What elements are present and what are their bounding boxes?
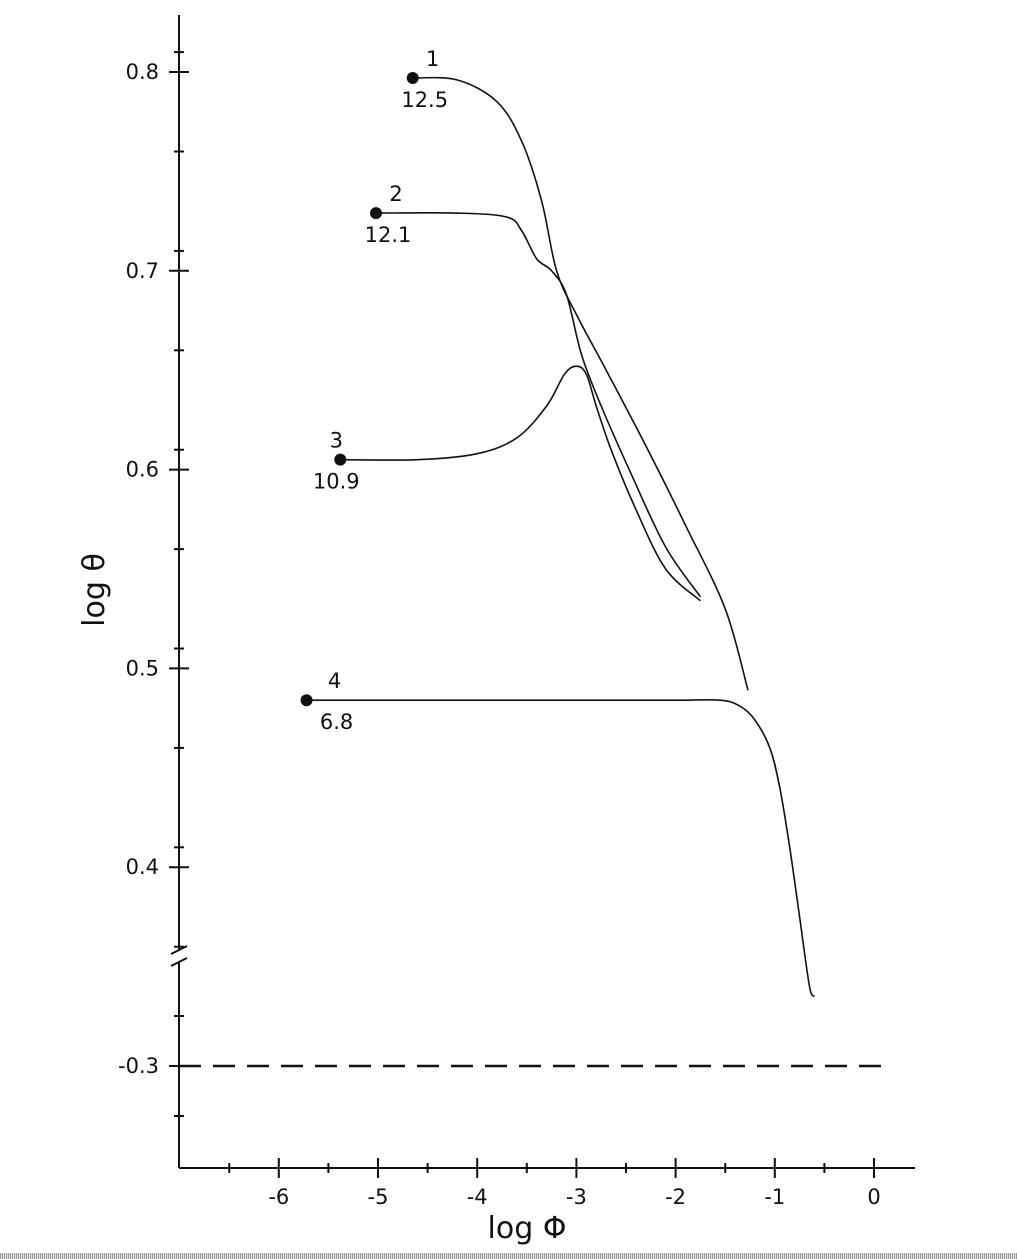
x-tick-label: -2: [665, 1185, 686, 1209]
y-tick-label: 0.8: [126, 60, 159, 84]
series-line: [412, 76, 749, 691]
series-2: 212.1: [365, 182, 702, 598]
series-1: 112.5: [401, 47, 749, 691]
y-axis-title: log θ: [77, 553, 112, 627]
axis-break-mark-bottom: [170, 957, 188, 967]
y-tick-label: 0.7: [126, 259, 159, 283]
series-start-marker: [300, 694, 313, 707]
series-number-label: 3: [330, 429, 343, 453]
y-tick-label: 0.5: [126, 656, 159, 680]
series-line: [340, 365, 701, 602]
y-tick-label: -0.3: [118, 1054, 159, 1078]
y-tick-label: 0.4: [126, 855, 159, 879]
series-line: [306, 698, 816, 997]
x-tick-label: -6: [268, 1185, 289, 1209]
series-3: 310.9: [313, 365, 701, 602]
series-start-marker: [334, 453, 347, 466]
series-start-marker: [370, 207, 383, 220]
series-value-label: 6.8: [320, 710, 353, 734]
x-tick-label: -5: [368, 1185, 389, 1209]
x-tick-label: -1: [764, 1185, 785, 1209]
x-tick-label: 0: [867, 1185, 880, 1209]
axis-break-mark-top: [170, 945, 188, 955]
series-number-label: 2: [389, 182, 402, 206]
y-tick-label: 0.6: [126, 458, 159, 482]
series-value-label: 12.5: [401, 88, 448, 112]
series-value-label: 12.1: [365, 223, 412, 247]
series-number-label: 1: [426, 47, 439, 71]
axes: [170, 15, 915, 1169]
series-start-marker: [406, 71, 419, 84]
series-value-label: 10.9: [313, 470, 360, 494]
x-tick-label: -3: [566, 1185, 587, 1209]
x-axis-title: log Φ: [488, 1211, 567, 1246]
series-4: 46.8: [300, 669, 816, 997]
series-line: [375, 212, 702, 598]
x-tick-label: -4: [467, 1185, 488, 1209]
bottom-border-strip: [0, 1253, 1017, 1259]
x-ticks: -6 -5 -4 -3 -2 -1 0: [228, 1158, 881, 1209]
y-ticks: 0.8 0.7 0.6 0.5 0.4 -0.3: [118, 51, 189, 1117]
series-number-label: 4: [328, 669, 341, 693]
